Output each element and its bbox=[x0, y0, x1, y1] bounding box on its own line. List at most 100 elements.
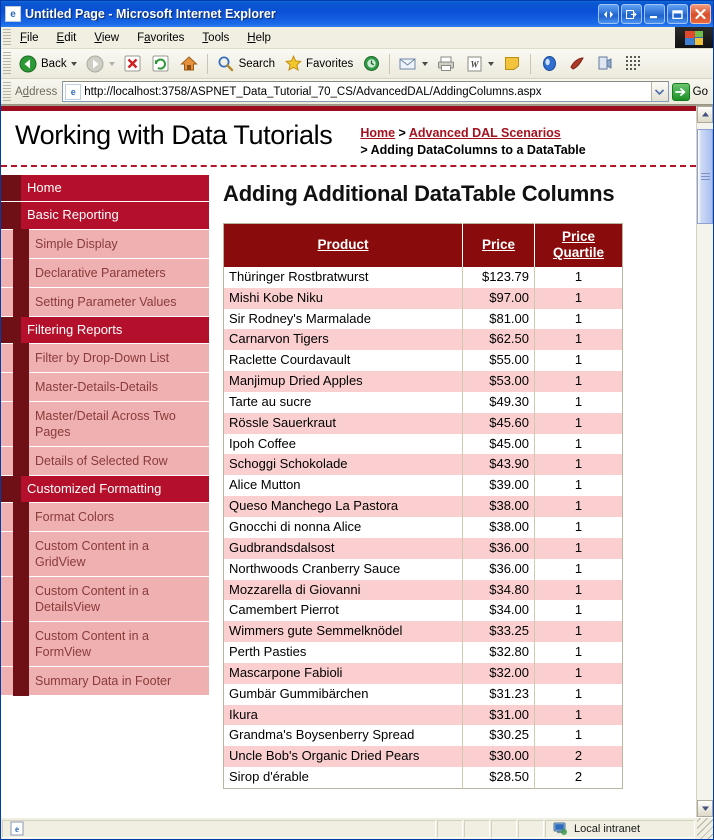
sidebar-item-filtering-reports[interactable]: Filtering Reports bbox=[1, 316, 209, 344]
cell-price-quartile: 2 bbox=[534, 746, 623, 768]
sidebar-item-master-details-details[interactable]: Master-Details-Details bbox=[1, 371, 209, 402]
column-header-product[interactable]: Product bbox=[223, 223, 463, 267]
sidebar-item-custom-content-detailsview[interactable]: Custom Content in a DetailsView bbox=[1, 576, 209, 622]
table-head: Product Price Price Quartile bbox=[223, 223, 623, 267]
discuss-button[interactable] bbox=[591, 52, 619, 76]
sidebar-item-customized-formatting[interactable]: Customized Formatting bbox=[1, 475, 209, 503]
toolbar-grip[interactable] bbox=[3, 51, 11, 76]
menu-edit[interactable]: Edit bbox=[56, 31, 77, 44]
history-button[interactable] bbox=[357, 52, 385, 76]
notes-button[interactable] bbox=[498, 52, 526, 76]
menu-file[interactable]: File bbox=[20, 31, 39, 44]
sidebar-item-home[interactable]: Home bbox=[1, 175, 209, 203]
status-zone[interactable]: Local intranet bbox=[545, 819, 695, 838]
window-title: Untitled Page - Microsoft Internet Explo… bbox=[25, 7, 276, 21]
back-button[interactable]: Back bbox=[14, 52, 81, 76]
cell-price: $123.79 bbox=[462, 266, 535, 288]
status-message: e bbox=[2, 819, 436, 838]
products-table: Product Price Price Quartile Thüringer Ro… bbox=[223, 222, 623, 789]
address-dropdown-button[interactable] bbox=[650, 82, 668, 101]
menu-favorites[interactable]: Favorites bbox=[137, 31, 185, 44]
cell-price-quartile: 1 bbox=[534, 412, 623, 434]
go-button[interactable]: Go bbox=[669, 82, 713, 101]
home-button[interactable] bbox=[175, 52, 203, 76]
minimize-button[interactable] bbox=[644, 4, 665, 24]
cell-product: Ikura bbox=[223, 704, 463, 726]
cell-price: $55.00 bbox=[462, 350, 535, 372]
back-dropdown-icon[interactable] bbox=[70, 61, 77, 66]
cell-price: $43.90 bbox=[462, 454, 535, 476]
sidebar-item-custom-content-formview[interactable]: Custom Content in a FormView bbox=[1, 621, 209, 667]
cell-product: Alice Mutton bbox=[223, 475, 463, 497]
research-button[interactable] bbox=[563, 52, 591, 76]
sidebar-item-filter-by-drop-down-list[interactable]: Filter by Drop-Down List bbox=[1, 342, 209, 373]
sidebar-item-master-detail-across-two-pages[interactable]: Master/Detail Across Two Pages bbox=[1, 400, 209, 447]
page-top-rule bbox=[1, 106, 696, 111]
address-bar: Address e http://localhost:3758/ASPNET_D… bbox=[1, 79, 713, 105]
column-header-price-quartile-line1[interactable]: Price bbox=[561, 228, 596, 244]
word-dropdown-icon[interactable] bbox=[488, 61, 495, 66]
menu-help[interactable]: Help bbox=[247, 31, 271, 44]
sidebar-item-setting-parameter-values[interactable]: Setting Parameter Values bbox=[1, 286, 209, 317]
resize-grip[interactable] bbox=[697, 818, 713, 839]
table-row: Northwoods Cranberry Sauce $36.00 1 bbox=[223, 558, 623, 580]
menu-tools[interactable]: Tools bbox=[202, 31, 230, 44]
sidebar-item-declarative-parameters[interactable]: Declarative Parameters bbox=[1, 257, 209, 288]
scroll-down-button[interactable] bbox=[697, 800, 713, 817]
scrollbar-track[interactable] bbox=[697, 123, 713, 800]
sidebar-item-basic-reporting[interactable]: Basic Reporting bbox=[1, 202, 209, 230]
sidebar-item-custom-content-gridview[interactable]: Custom Content in a GridView bbox=[1, 531, 209, 577]
sidebar-item-details-of-selected-row[interactable]: Details of Selected Row bbox=[1, 445, 209, 476]
cell-product: Mishi Kobe Niku bbox=[223, 287, 463, 309]
forward-dropdown-icon[interactable] bbox=[108, 61, 115, 66]
vertical-scrollbar[interactable] bbox=[696, 106, 713, 817]
column-header-price[interactable]: Price bbox=[462, 223, 535, 267]
sidebar-item-format-colors[interactable]: Format Colors bbox=[1, 502, 209, 532]
mail-icon bbox=[398, 54, 418, 74]
refresh-button[interactable] bbox=[147, 52, 175, 76]
column-header-price-quartile-line2[interactable]: Quartile bbox=[552, 245, 604, 261]
cell-product: Manjimup Dried Apples bbox=[223, 371, 463, 392]
cell-product: Sirop d'érable bbox=[223, 767, 463, 789]
menu-view[interactable]: View bbox=[94, 31, 120, 44]
table-row: Rössle Sauerkraut $45.60 1 bbox=[223, 412, 623, 434]
cell-price-quartile: 1 bbox=[534, 725, 623, 747]
stop-button[interactable] bbox=[119, 52, 147, 76]
title-bar: e Untitled Page - Microsoft Internet Exp… bbox=[1, 1, 713, 27]
cell-price-quartile: 1 bbox=[534, 391, 623, 413]
encoding-button[interactable] bbox=[619, 52, 647, 76]
table-row: Uncle Bob's Organic Dried Pears $30.00 2 bbox=[223, 746, 623, 768]
edit-word-button[interactable]: W bbox=[460, 52, 498, 76]
favorites-button[interactable]: Favorites bbox=[279, 52, 357, 76]
column-header-price-quartile[interactable]: Price Quartile bbox=[534, 223, 623, 267]
column-header-product-link[interactable]: Product bbox=[317, 237, 369, 253]
search-button[interactable]: Search bbox=[212, 52, 279, 76]
table-row: Sir Rodney's Marmalade $81.00 1 bbox=[223, 308, 623, 330]
messenger-button[interactable] bbox=[535, 52, 563, 76]
restore-group-button[interactable] bbox=[598, 4, 619, 24]
maximize-button[interactable] bbox=[667, 4, 688, 24]
address-grip[interactable] bbox=[3, 81, 11, 102]
print-button[interactable] bbox=[432, 52, 460, 76]
address-input[interactable]: e http://localhost:3758/ASPNET_Data_Tuto… bbox=[62, 81, 669, 102]
breadcrumb-home-link[interactable]: Home bbox=[360, 126, 396, 140]
table-row: Camembert Pierrot $34.00 1 bbox=[223, 600, 623, 622]
mail-button[interactable] bbox=[394, 52, 432, 76]
scroll-up-button[interactable] bbox=[697, 106, 713, 123]
scrollbar-thumb[interactable] bbox=[697, 129, 713, 224]
close-button[interactable] bbox=[690, 4, 711, 24]
site-header: Working with Data Tutorials Home > Advan… bbox=[1, 111, 696, 167]
cell-product: Gudbrandsdalsost bbox=[223, 537, 463, 559]
address-url-text[interactable]: http://localhost:3758/ASPNET_Data_Tutori… bbox=[84, 85, 542, 98]
mail-dropdown-icon[interactable] bbox=[422, 61, 429, 66]
star-icon bbox=[283, 54, 303, 74]
cell-product: Sir Rodney's Marmalade bbox=[223, 308, 463, 330]
breadcrumb-section-link[interactable]: Advanced DAL Scenarios bbox=[408, 126, 561, 140]
column-header-price-link[interactable]: Price bbox=[481, 237, 516, 253]
forward-button[interactable] bbox=[81, 52, 119, 76]
menu-grip[interactable] bbox=[3, 28, 11, 47]
sidebar-item-simple-display[interactable]: Simple Display bbox=[1, 228, 209, 259]
sidebar-item-summary-data-in-footer[interactable]: Summary Data in Footer bbox=[1, 666, 209, 696]
tab-button[interactable] bbox=[621, 4, 642, 24]
page-viewport: Working with Data Tutorials Home > Advan… bbox=[1, 105, 713, 817]
